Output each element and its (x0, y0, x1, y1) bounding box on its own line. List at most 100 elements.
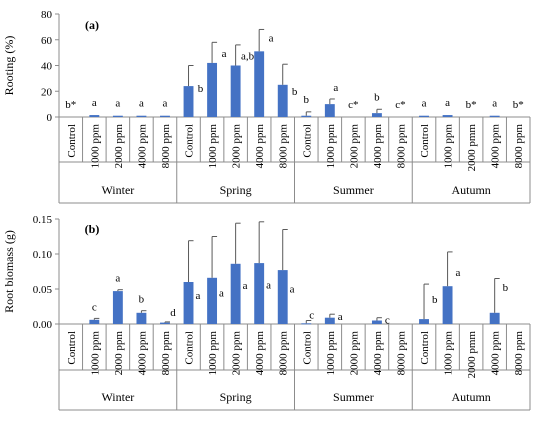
x-tick-label: Control (301, 124, 313, 158)
x-tick-label: 2000 pmm (466, 331, 478, 379)
y-tick-label: 0.10 (33, 249, 53, 261)
significance-label: a (195, 290, 200, 302)
significance-label: a (266, 280, 271, 292)
x-tick-label: 4000 ppm (136, 331, 148, 376)
x-tick-label: 8000 ppm (160, 331, 172, 376)
x-tick-label: 8000 ppm (395, 124, 407, 169)
significance-label: a (219, 288, 224, 300)
bar-a-16 (419, 115, 429, 117)
significance-label: a,b (241, 51, 255, 63)
significance-label: a (456, 267, 461, 279)
group-label-spring: Spring (220, 390, 252, 404)
bar-a-19 (489, 115, 500, 117)
significance-label: b (304, 94, 310, 106)
chart-panel-root-biomass: 0.00 0.05 0.10 0.15 Root biomass (g) (b) Winte… (2, 214, 531, 411)
significance-label: a (333, 82, 338, 94)
significance-label: c (309, 310, 314, 322)
significance-label: a (163, 98, 168, 110)
group-label-winter: Winter (101, 183, 134, 197)
significance-label: a (222, 48, 227, 60)
significance-label: c* (395, 99, 405, 111)
significance-label: b (139, 294, 145, 306)
x-tick-label: 2000 ppm (231, 331, 243, 376)
bar-a-8 (230, 65, 241, 117)
significance-label: a (338, 311, 343, 323)
significance-label: a (92, 97, 97, 109)
significance-label: b (503, 282, 509, 294)
y-tick-label: 0.05 (33, 284, 53, 296)
x-tick-label: 2000 pmm (466, 124, 478, 172)
significance-label: b (432, 294, 438, 306)
x-tick-label: 2000 ppm (113, 331, 125, 376)
significance-label: b (198, 83, 204, 95)
x-tick-label: 1000 ppm (443, 124, 455, 169)
bar-b-9 (254, 263, 265, 324)
x-tick-label: 8000 ppm (513, 331, 525, 376)
significance-label: c (92, 301, 97, 313)
bar-a-5 (160, 115, 170, 117)
x-tick-label: 8000 ppm (513, 124, 525, 169)
bar-b-2 (89, 319, 100, 324)
significance-label: a (115, 273, 120, 285)
significance-label: a (445, 97, 450, 109)
significance-label: a (269, 32, 274, 44)
x-tick-label: 8000 ppm (160, 124, 172, 169)
bar-a-10 (277, 84, 288, 117)
group-label-summer: Summer (333, 183, 374, 197)
group-label-winter: Winter (101, 390, 134, 404)
x-tick-label: 1000 ppm (325, 124, 337, 169)
x-tick-label: 4000 ppm (254, 331, 266, 376)
y-axis-title: Root biomass (g) (2, 230, 16, 313)
bar-a-14 (371, 113, 382, 117)
x-tick-label: Control (419, 331, 431, 365)
bar-b-5 (160, 322, 170, 324)
bar-a-9 (254, 51, 265, 117)
bar-a-4 (136, 115, 147, 117)
bar-b-19 (489, 312, 500, 324)
y-tick-label: 20 (41, 86, 53, 98)
x-tick-label: 8000 ppm (278, 124, 290, 169)
bar-b-3 (112, 291, 123, 324)
bar-a-3 (112, 115, 123, 117)
y-tick-label: 0.15 (33, 214, 53, 226)
x-tick-label: 4000 ppm (372, 124, 384, 169)
x-tick-label: 8000 ppm (278, 331, 290, 376)
bar-a-2 (89, 115, 100, 117)
x-tick-label: 2000 ppm (348, 124, 360, 169)
significance-label: b* (65, 99, 76, 111)
significance-label: a (243, 280, 248, 292)
bar-b-4 (136, 312, 147, 324)
y-axis-title: Rooting (%) (2, 36, 16, 96)
x-tick-label: 4000 ppm (372, 331, 384, 376)
significance-label: a (422, 98, 427, 110)
x-tick-label: 1000 ppm (89, 331, 101, 376)
x-tick-label: 4000 ppm (490, 124, 502, 169)
chart-panel-rooting: 0 20 40 60 80 Rooting (%) (a) Winter Spring Summe… (2, 9, 531, 204)
significance-label: c (385, 315, 390, 327)
x-tick-label: 8000 ppm (395, 331, 407, 376)
x-tick-label: 1000 ppm (207, 124, 219, 169)
x-tick-label: 1000 ppm (325, 331, 337, 376)
x-tick-label: 4000 ppm (254, 124, 266, 169)
panel-label: (a) (85, 18, 99, 32)
x-tick-label: 4000 ppm (490, 331, 502, 376)
bar-b-10 (277, 270, 288, 324)
significance-label: c* (348, 99, 358, 111)
bar-a-12 (324, 104, 335, 117)
group-label-spring: Spring (220, 183, 252, 197)
x-tick-label: 2000 ppm (113, 124, 125, 169)
x-tick-label: 2000 ppm (231, 124, 243, 169)
significance-label: b (374, 91, 380, 103)
bar-b-8 (230, 263, 241, 324)
bar-a-17 (442, 115, 453, 117)
x-tick-label: Control (66, 124, 78, 158)
y-tick-label: 60 (41, 35, 53, 47)
x-tick-label: Control (419, 124, 431, 158)
bar-b-7 (207, 277, 218, 324)
bar-a-6 (183, 86, 194, 117)
y-tick-label: 80 (41, 9, 53, 21)
significance-label: b (292, 86, 298, 98)
significance-label: a (139, 98, 144, 110)
x-tick-label: Control (66, 331, 78, 365)
panel-label: (b) (85, 222, 100, 236)
